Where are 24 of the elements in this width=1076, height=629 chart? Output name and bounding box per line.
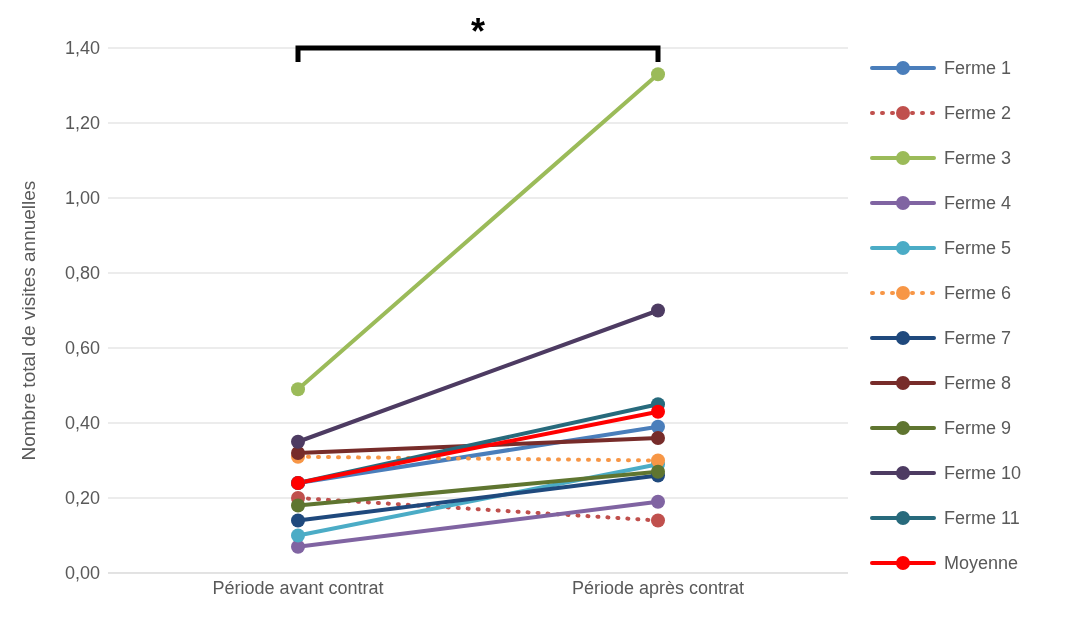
legend-label: Ferme 8 <box>944 372 1012 394</box>
y-tick-label: 1,40 <box>64 38 100 59</box>
y-axis-title: Nombre total de visites annuelles <box>17 180 39 461</box>
legend-label: Ferme 9 <box>944 417 1012 439</box>
legend-label: Ferme 5 <box>944 237 1012 259</box>
legend-label: Ferme 2 <box>944 102 1012 124</box>
y-tick-label: 0,60 <box>64 338 100 359</box>
y-tick-label: 0,00 <box>64 563 100 584</box>
legend-label: Ferme 4 <box>944 192 1012 214</box>
legend-label: Ferme 3 <box>944 147 1012 169</box>
legend-label: Ferme 7 <box>944 327 1012 349</box>
x-tick-label: Période avant contrat <box>212 577 384 598</box>
y-tick-label: 1,20 <box>64 113 100 134</box>
legend-label: Ferme 6 <box>944 282 1012 304</box>
legend-label: Ferme 10 <box>944 462 1022 484</box>
y-tick-label: 1,00 <box>64 188 100 209</box>
y-tick-label: 0,80 <box>64 263 100 284</box>
legend-label: Ferme 1 <box>944 57 1012 79</box>
y-tick-label: 0,40 <box>64 413 100 434</box>
x-tick-label: Période après contrat <box>571 577 745 598</box>
legend-label: Ferme 11 <box>944 507 1020 529</box>
legend-label: Moyenne <box>944 552 1019 574</box>
y-tick-label: 0,20 <box>64 488 100 509</box>
annotation: * <box>470 11 486 52</box>
